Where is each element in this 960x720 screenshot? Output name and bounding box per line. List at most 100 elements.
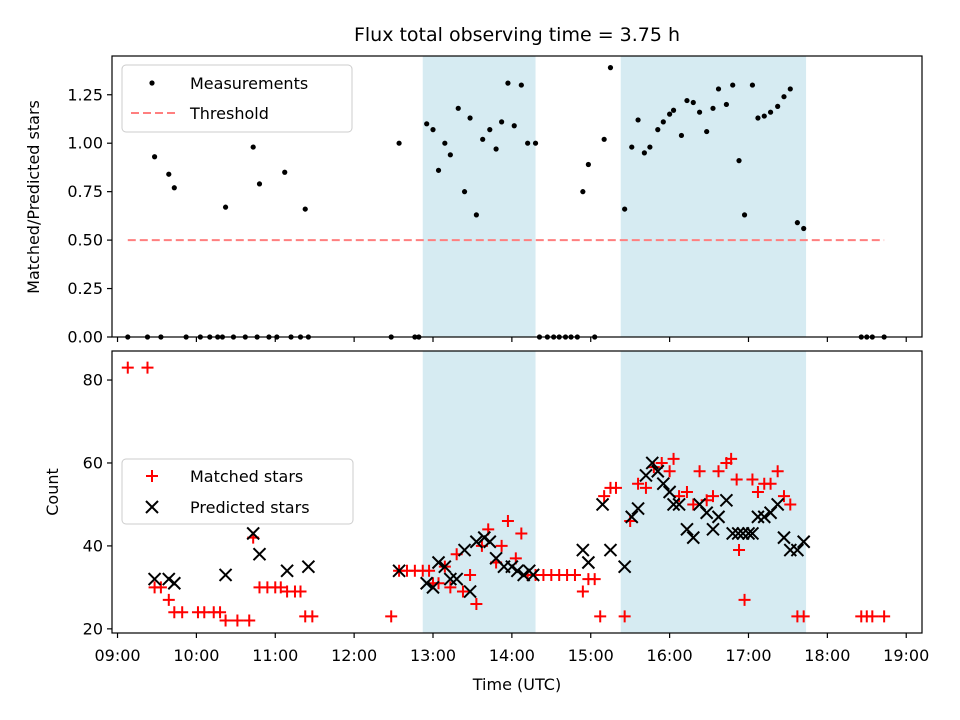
measurement-point: [741, 212, 748, 218]
measurement-point: [511, 123, 517, 129]
predicted-star-point: [438, 559, 452, 574]
measurement-point: [250, 144, 256, 150]
measurement-point: [715, 86, 722, 92]
measurement-point: [424, 121, 430, 127]
predicted-star-point: [603, 543, 618, 557]
measurement-point: [767, 109, 774, 115]
predicted-star-point: [595, 497, 610, 512]
measurement-point: [166, 171, 172, 177]
predicted-star-point: [625, 510, 639, 524]
bottom-xtick-label: 12:00: [331, 646, 377, 665]
predicted-star-point: [431, 555, 446, 570]
matched-star-point: [866, 610, 879, 623]
measurement-point: [430, 127, 436, 133]
bottom-xtick-label: 11:00: [252, 646, 298, 665]
measurement-point: [601, 136, 607, 142]
predicted-star-point: [526, 568, 540, 582]
measurement-point: [723, 101, 730, 108]
bottom-xtick-label: 14:00: [489, 646, 535, 665]
matched-star-point: [243, 614, 256, 627]
measurement-point: [704, 128, 710, 135]
matched-star-point: [667, 452, 680, 465]
top-x-ticks: [116, 337, 907, 342]
predicted-star-point: [662, 485, 677, 499]
predicted-star-point: [731, 526, 745, 541]
matched-star-point: [162, 593, 175, 606]
predicted-star-point: [672, 497, 686, 512]
measurement-point: [532, 140, 539, 146]
matched-star-point: [470, 597, 483, 610]
measurement-point: [736, 158, 742, 164]
measurement-point: [518, 82, 524, 88]
bottom-legend-box: [121, 458, 354, 525]
matched-star-point: [501, 515, 514, 528]
bottom-ytick-label: 40: [83, 536, 103, 555]
measurement-point: [455, 105, 461, 111]
matched-star-point: [274, 581, 287, 594]
predicted-star-point: [719, 493, 734, 508]
matched-star-point: [154, 581, 167, 594]
matched-star-point: [515, 527, 528, 540]
matched-star-point: [738, 593, 751, 606]
measurement-point: [775, 103, 781, 109]
measurement-point: [505, 80, 511, 86]
top-y-axis: 0.00 0.25 0.50 0.75 1.00 1.25: [67, 85, 112, 347]
top-ytick-label: 1.00: [67, 134, 103, 153]
predicted-star-point: [711, 510, 726, 524]
matched-star-point: [624, 515, 637, 528]
predicted-star-point: [252, 547, 267, 561]
measurement-point: [749, 82, 756, 88]
measurement-point: [755, 115, 761, 121]
predicted-star-point: [449, 572, 464, 586]
predicted-star-point: [631, 501, 645, 516]
predicted-star-point: [757, 510, 771, 524]
matched-star-point: [594, 610, 607, 623]
predicted-star-point: [796, 535, 811, 549]
matched-star-point: [687, 498, 700, 511]
measurement-point: [282, 169, 288, 175]
measurement-point: [396, 140, 402, 146]
top-y-axis-label: Matched/Predicted stars: [24, 100, 43, 294]
shaded-interval: [620, 56, 807, 337]
predicted-star-point: [147, 572, 162, 586]
top-ytick-label: 1.25: [67, 85, 103, 104]
legend-threshold-label: Threshold: [189, 104, 269, 123]
top-legend-box: [121, 64, 353, 133]
measurement-point: [467, 115, 473, 121]
bottom-xtick-label: 09:00: [94, 646, 140, 665]
predicted-star-point: [483, 535, 497, 549]
measurement-point: [493, 146, 499, 152]
predicted-star-point: [686, 530, 700, 545]
measurement-point: [487, 127, 493, 133]
top-panel: 0.00 0.25 0.50 0.75 1.00 1.25 Matched/Predict…: [24, 55, 923, 347]
top-legend: Measurements Threshold: [121, 64, 353, 133]
measurement-point: [151, 154, 158, 160]
predicted-star-point: [443, 572, 458, 586]
predicted-star-point: [419, 576, 434, 590]
bottom-xtick-label: 18:00: [804, 646, 850, 665]
bottom-xtick-label: 16:00: [647, 646, 693, 665]
predicted-star-point: [745, 526, 760, 541]
shaded-interval: [422, 56, 536, 337]
matched-star-point: [632, 477, 645, 490]
measurement-point: [222, 204, 229, 210]
top-shaded-intervals: [422, 56, 807, 337]
predicted-star-point: [726, 526, 740, 541]
matched-star-point: [121, 361, 134, 374]
matched-star-point: [764, 477, 777, 490]
measurement-point: [730, 82, 736, 88]
bottom-xtick-label: 19:00: [883, 646, 929, 665]
matched-star-point: [598, 490, 611, 503]
bottom-xtick-label: 17:00: [725, 646, 771, 665]
matched-star-point: [609, 481, 622, 494]
matched-star-point: [751, 486, 764, 498]
predicted-star-point: [706, 522, 720, 537]
matched-star-point: [176, 606, 189, 619]
predicted-star-point: [736, 526, 750, 541]
measurement-point: [667, 111, 673, 117]
matched-star-point: [746, 473, 759, 486]
measurement-point: [171, 185, 177, 191]
measurement-point: [696, 109, 703, 115]
predicted-star-point: [790, 543, 805, 557]
measurement-point: [690, 99, 696, 106]
